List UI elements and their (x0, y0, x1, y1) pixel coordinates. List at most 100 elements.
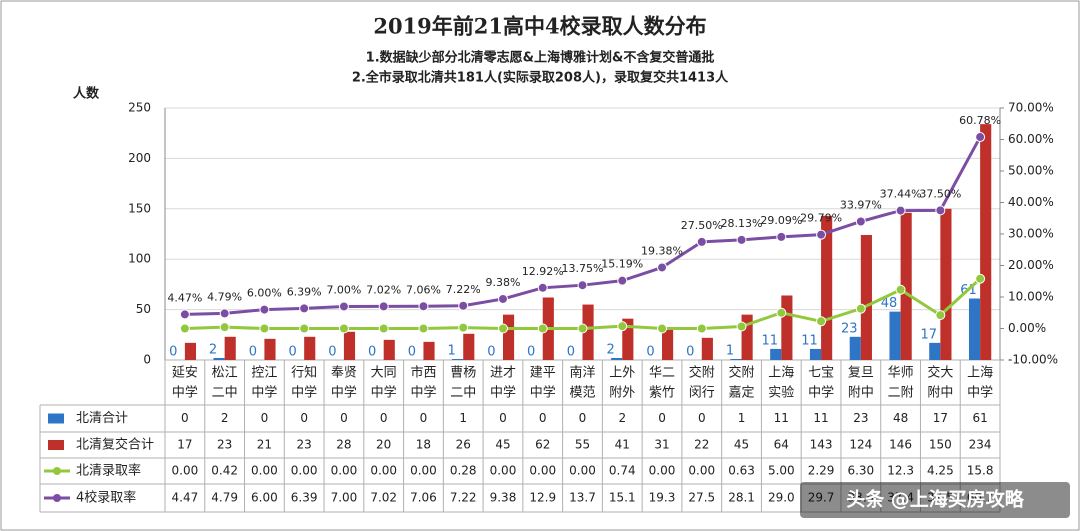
bar (224, 336, 236, 360)
legend-label: 北清合计 (76, 411, 128, 426)
table-cell: 0 (579, 411, 587, 425)
table-cell: 55 (575, 438, 590, 452)
table-cell: 0 (499, 411, 507, 425)
x-tick-label: 交附 (729, 365, 755, 381)
line-marker (219, 308, 230, 319)
line-marker (895, 284, 906, 295)
table-cell: 0.42 (211, 464, 238, 478)
table-cell: 18 (416, 438, 431, 452)
x-tick-label: 上外 (609, 366, 635, 381)
table-cell: 23 (297, 438, 312, 452)
table-cell: 234 (969, 438, 992, 452)
table-cell: 12.9 (529, 491, 556, 505)
data-label: 6.39% (287, 285, 322, 298)
bar-label: 2 (209, 342, 217, 357)
x-tick-label: 建平 (530, 366, 556, 381)
bar (940, 208, 952, 360)
table-cell: 28.1 (728, 491, 755, 505)
table-cell: 0 (181, 411, 189, 425)
bar-label: 17 (921, 327, 938, 342)
line-marker (418, 323, 429, 334)
line-marker (299, 323, 310, 334)
bar (968, 298, 981, 360)
data-label: 19.38% (641, 244, 683, 257)
bar (889, 311, 901, 360)
bar-label: 11 (801, 333, 818, 348)
y-tick-label: 50 (136, 302, 151, 316)
table-cell: 2 (618, 411, 626, 425)
table-cell: 0.00 (251, 464, 278, 478)
line-marker (696, 323, 707, 334)
table-cell: 0.00 (688, 464, 715, 478)
line-marker (855, 303, 866, 314)
line-marker (378, 301, 389, 312)
bar (770, 348, 782, 360)
line-marker (497, 323, 508, 334)
bar (452, 358, 464, 360)
x-tick-label: 复旦 (848, 366, 874, 381)
bar-label: 0 (487, 345, 495, 360)
bar (502, 314, 515, 360)
legend-label: 北清复交合计 (76, 437, 154, 453)
bar (304, 336, 316, 360)
table-cell: 0 (420, 411, 428, 425)
data-label: 28.13% (721, 217, 763, 230)
line-marker (338, 301, 349, 312)
bar (781, 295, 793, 360)
bar-label: 23 (841, 321, 858, 336)
subtitle: 1.数据缺少部分北清零志愿&上海博雅计划&不含复交普通批 (366, 50, 715, 66)
data-label: 33.97% (840, 198, 882, 211)
line-marker (299, 303, 310, 314)
x-tick-label: 中学 (410, 385, 436, 401)
line-marker (537, 282, 548, 293)
line-marker (537, 323, 548, 334)
table-cell: 0.63 (728, 464, 755, 478)
table-cell: 31 (654, 438, 669, 452)
bar (730, 358, 742, 360)
y-tick-label: 250 (128, 101, 151, 115)
data-label: 6.00% (247, 287, 282, 300)
table-cell: 21 (257, 438, 272, 452)
table-cell: 19.3 (649, 491, 676, 505)
table-cell: 0.00 (172, 464, 199, 478)
watermark-text: 头条 @上海买房攻略 (846, 488, 1025, 511)
data-label: 29.09% (760, 214, 802, 227)
table-cell: 0.00 (410, 464, 437, 478)
table-cell: 0.00 (490, 464, 517, 478)
x-tick-label: 行知 (291, 365, 317, 381)
bar-label: 0 (328, 345, 336, 360)
line-marker (259, 323, 270, 334)
x-tick-label: 延安 (172, 366, 198, 381)
chart-title: 2019年前21高中4校录取人数分布 (373, 14, 706, 39)
table-cell: 29.7 (808, 491, 835, 505)
bar (383, 339, 395, 360)
table-cell: 0 (698, 411, 706, 425)
data-label: 60.78% (959, 114, 1001, 127)
y2-tick-label: 0.00% (1008, 321, 1046, 335)
bar-label: 0 (567, 345, 575, 360)
data-label: 4.47% (167, 291, 202, 304)
line-marker (458, 322, 469, 333)
bar-label: 0 (169, 345, 177, 360)
line-marker (776, 231, 787, 242)
bar (662, 328, 674, 360)
bar (184, 342, 197, 360)
line-marker (418, 301, 429, 312)
bar (900, 212, 912, 360)
table-cell: 0.00 (291, 464, 318, 478)
bar-label: 0 (368, 345, 376, 360)
x-tick-label: 中学 (808, 385, 834, 401)
line-marker (935, 310, 946, 321)
data-label: 13.75% (562, 262, 604, 275)
bar (860, 235, 872, 360)
table-cell: 6.30 (847, 464, 874, 478)
line-marker (736, 321, 747, 332)
table-cell: 17 (177, 438, 192, 452)
x-tick-label: 中学 (371, 385, 397, 401)
table-cell: 4.79 (211, 491, 238, 505)
line-marker (338, 323, 349, 334)
line-marker (617, 275, 628, 286)
table-cell: 0 (340, 411, 348, 425)
